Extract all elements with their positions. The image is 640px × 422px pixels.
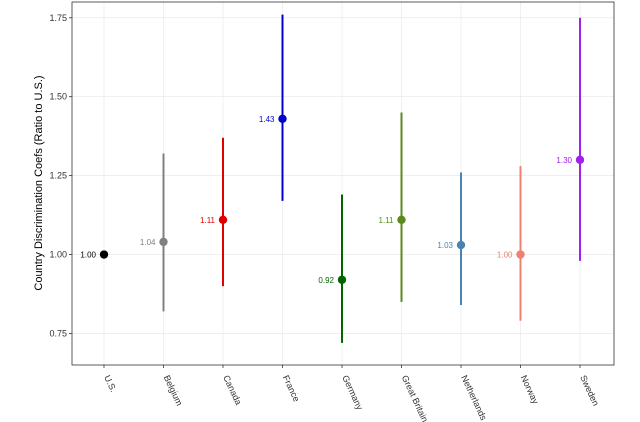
data-point (218, 215, 228, 224)
y-tick-label: 1.50 (49, 92, 67, 102)
data-point (456, 240, 466, 250)
y-tick-label: 1.25 (49, 171, 67, 181)
data-label: 1.04 (140, 238, 156, 247)
data-point (337, 275, 347, 284)
data-label: 1.00 (497, 251, 513, 260)
y-axis-title: Country Discrimination Coefs (Ratio to U… (33, 75, 45, 290)
data-label: 1.11 (379, 216, 395, 225)
data-point (278, 114, 287, 123)
y-tick-label: 1.00 (49, 250, 67, 260)
data-point (516, 250, 525, 259)
data-point (397, 215, 406, 224)
data-marks: 1.00 1.04 1.11 1.43 0.92 1.11 1.03 1.00 1.30 (80, 14, 585, 343)
data-point (99, 250, 109, 259)
data-point (575, 155, 585, 165)
data-label: 1.11 (200, 216, 216, 225)
y-axis: 0.75 1.00 1.25 1.50 1.75 (49, 13, 72, 338)
plot-panel-border (71, 1, 615, 366)
y-tick-label: 1.75 (49, 13, 67, 23)
data-label: 1.30 (556, 156, 572, 165)
data-label: 1.43 (259, 115, 275, 124)
y-tick-label: 0.75 (49, 328, 67, 338)
data-label: 1.00 (80, 251, 96, 260)
data-label: 0.92 (318, 276, 334, 285)
data-label: 1.03 (437, 241, 453, 250)
data-point (159, 237, 168, 247)
